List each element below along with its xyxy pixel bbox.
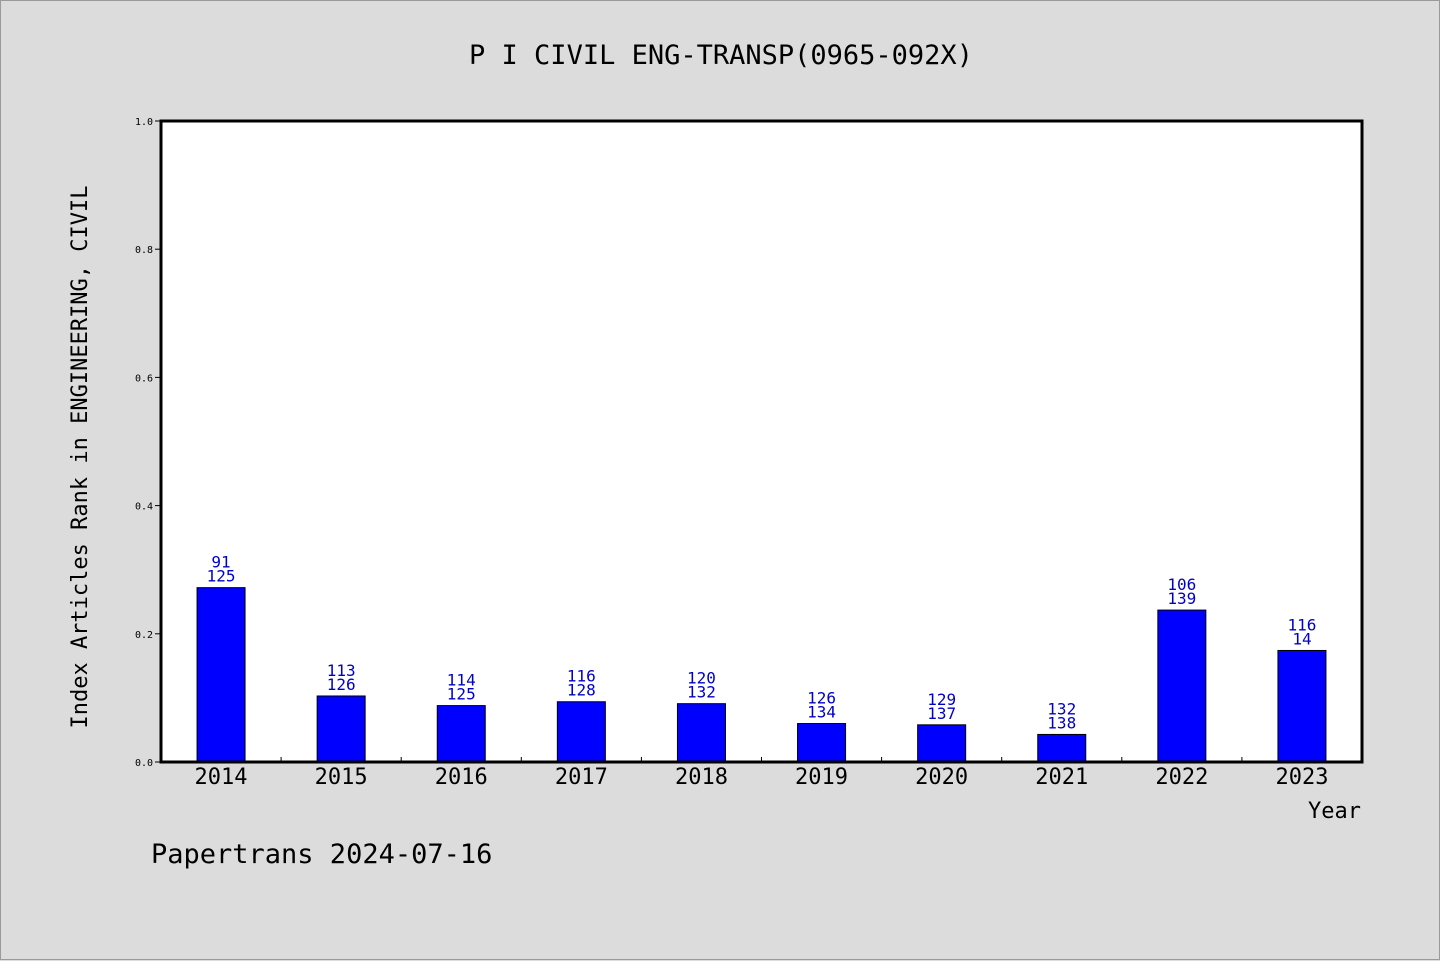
bar-label-bottom: 137: [927, 704, 956, 723]
bar-label-bottom: 139: [1167, 589, 1196, 608]
bar-label-top: 116: [567, 667, 596, 686]
bar-label-top: 129: [927, 690, 956, 709]
bar-label-bottom: 125: [447, 685, 476, 704]
bar-label-top: 126: [807, 689, 836, 708]
bar-2016: [436, 705, 486, 763]
x-tick-label: 2020: [915, 765, 968, 790]
y-tick-label: 0.0: [135, 758, 153, 769]
bar-2020: [917, 724, 967, 763]
bar-2014: [196, 587, 246, 763]
y-tick-label: 0.4: [135, 502, 153, 513]
y-tick-label: 0.2: [135, 630, 153, 641]
x-tick-label: 2021: [1035, 765, 1088, 790]
footer-date: Papertrans 2024-07-16: [151, 839, 492, 870]
chart-title: P I CIVIL ENG-TRANSP(0965-092X): [469, 40, 973, 71]
x-tick-label: 2016: [435, 765, 488, 790]
x-axis-label: Year: [1308, 799, 1361, 824]
bar-label-top: 106: [1167, 575, 1196, 594]
bar-label-top: 120: [687, 669, 716, 688]
bar-2019: [797, 723, 847, 763]
y-tick-label: 0.8: [135, 245, 153, 256]
bar-label-top: 132: [1047, 699, 1076, 718]
bar-2023: [1277, 649, 1327, 763]
bar-2021: [1037, 733, 1087, 763]
bar-label-bottom: 132: [687, 683, 716, 702]
y-axis-ticks: 0.0 0.2 0.4 0.6 0.8 1.0: [135, 117, 161, 769]
bars: [196, 587, 1327, 763]
bar-label-bottom: 14: [1292, 629, 1311, 648]
x-tick-label: 2015: [315, 765, 368, 790]
bar-label-bottom: 126: [327, 675, 356, 694]
bar-label-top: 91: [211, 553, 230, 572]
bar-2018: [676, 703, 726, 763]
bar-label-bottom: 134: [807, 703, 836, 722]
x-tick-label: 2023: [1275, 765, 1328, 790]
bar-label-top: 113: [327, 661, 356, 680]
bar-2015: [316, 695, 366, 763]
bar-label-bottom: 128: [567, 681, 596, 700]
bar-label-bottom: 125: [207, 567, 236, 586]
bar-2022: [1157, 609, 1207, 763]
bar-label-top: 114: [447, 671, 476, 690]
y-axis-label: Index Articles Rank in ENGINEERING, CIVI…: [68, 185, 93, 728]
x-tick-label: 2022: [1155, 765, 1208, 790]
y-tick-label: 0.6: [135, 373, 153, 384]
bar-label-top: 116: [1287, 615, 1316, 634]
x-tick-label: 2019: [795, 765, 848, 790]
x-tick-label: 2014: [195, 765, 248, 790]
x-tick-label: 2017: [555, 765, 608, 790]
bar-label-bottom: 138: [1047, 713, 1076, 732]
x-tick-label: 2018: [675, 765, 728, 790]
bar-2017: [556, 701, 606, 763]
x-axis-ticks: 2014 2015 2016 2017 2018 2019 2020 2021 2022 2023: [195, 757, 1328, 790]
y-tick-label: 1.0: [135, 117, 153, 128]
plot-border: [159, 119, 1364, 764]
